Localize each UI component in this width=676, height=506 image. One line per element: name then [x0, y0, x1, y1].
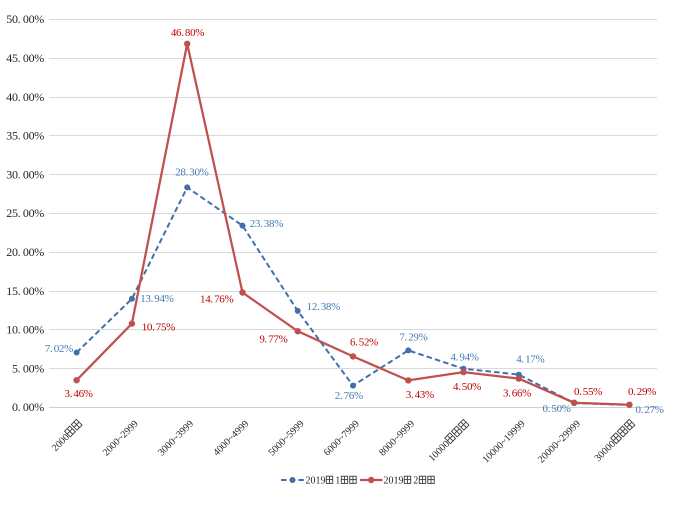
svg-text:4.17%: 4.17% [516, 354, 544, 366]
svg-text:15.00%: 15. 00% [6, 284, 44, 298]
svg-text:3.43%: 3.43% [406, 389, 434, 401]
svg-text:2: 2 [413, 476, 418, 487]
svg-text:7.29%: 7.29% [399, 332, 427, 344]
svg-text:28.30%: 28.30% [175, 167, 208, 179]
svg-text:6.52%: 6.52% [350, 337, 378, 349]
svg-text:12.38%: 12.38% [307, 301, 340, 313]
svg-text:0.29%: 0.29% [628, 386, 656, 398]
svg-text:20.00%: 20. 00% [6, 245, 44, 259]
svg-text:10.75%: 10.75% [142, 322, 175, 334]
svg-text:30.00%: 30. 00% [6, 167, 44, 181]
svg-text:0.55%: 0.55% [574, 386, 602, 398]
svg-text:14.76%: 14.76% [200, 294, 233, 306]
svg-text:10.00%: 10. 00% [6, 323, 44, 337]
svg-text:5.00%: 5. 00% [12, 361, 44, 375]
svg-text:25.00%: 25. 00% [6, 206, 44, 220]
svg-text:13.94%: 13.94% [140, 293, 173, 305]
svg-text:2.76%: 2.76% [335, 390, 363, 402]
svg-text:7.02%: 7.02% [45, 343, 73, 355]
svg-text:4.50%: 4.50% [453, 381, 481, 393]
svg-text:3.66%: 3.66% [503, 387, 531, 399]
svg-text:2019: 2019 [306, 476, 326, 487]
svg-text:50.00%: 50. 00% [6, 12, 44, 26]
svg-text:3.46%: 3.46% [65, 388, 93, 400]
svg-text:0.00%: 0. 00% [12, 400, 44, 414]
svg-text:2019: 2019 [384, 476, 404, 487]
svg-text:35.00%: 35. 00% [6, 129, 44, 143]
svg-text:1: 1 [335, 476, 340, 487]
svg-text:9.77%: 9.77% [259, 334, 287, 346]
svg-text:0.27%: 0.27% [636, 404, 664, 416]
svg-text:23.38%: 23.38% [250, 218, 283, 230]
svg-text:0.50%: 0.50% [543, 403, 571, 415]
svg-text:40.00%: 40. 00% [6, 90, 44, 104]
svg-text:46.80%: 46.80% [171, 27, 204, 39]
svg-text:45.00%: 45. 00% [6, 51, 44, 65]
svg-text:4.94%: 4.94% [451, 352, 479, 364]
